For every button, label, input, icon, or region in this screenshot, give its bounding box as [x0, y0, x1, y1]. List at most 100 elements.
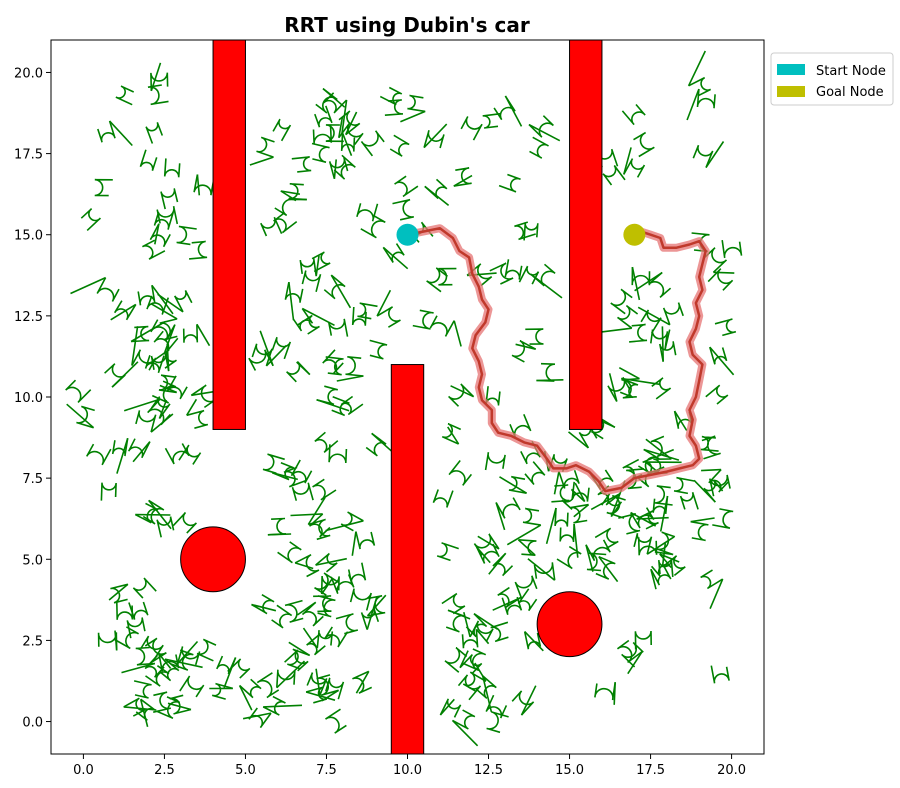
tree-edge-315	[469, 620, 494, 642]
tree-branch-459	[650, 569, 657, 590]
tree-edge-276	[514, 575, 538, 600]
tree-branch-378	[573, 523, 579, 558]
tree-edge-454	[606, 494, 626, 519]
tree-edge-277	[436, 542, 459, 562]
tree-branch-75	[116, 437, 129, 474]
tree-edge-273	[461, 648, 487, 672]
tree-branch-116	[330, 274, 352, 309]
tree-edge-289	[495, 497, 521, 519]
tree-edge-211	[355, 531, 376, 550]
tree-edge-18	[189, 240, 208, 260]
tree-edge-224	[316, 630, 334, 649]
tree-edge-113	[338, 122, 364, 145]
tree-edge-39	[150, 72, 169, 91]
tree-edge-209	[349, 588, 372, 611]
y-tick-label-5: 12.5	[14, 310, 43, 325]
tree-edge-413	[640, 309, 662, 334]
tree-edge-235	[251, 594, 275, 615]
tree-edge-305	[492, 552, 514, 577]
tree-edge-278	[497, 586, 522, 609]
tree-branch-342	[598, 556, 619, 583]
tree-edge-365	[650, 435, 675, 458]
tree-branch-200	[315, 557, 347, 566]
tree-edge-143	[498, 173, 521, 193]
tree-edge-411	[623, 158, 646, 178]
tree-edge-286	[524, 461, 546, 486]
tree-edge-111	[292, 308, 314, 332]
tree-branch-48	[131, 326, 139, 366]
tree-edge-123	[325, 124, 344, 143]
y-tick-label-1: 2.5	[22, 634, 43, 649]
tree-edge-398	[673, 476, 695, 495]
tree-edge-66	[173, 290, 193, 313]
tree-edge-201	[308, 513, 331, 538]
tree-edge-203	[314, 572, 340, 596]
tree-branch-9	[196, 323, 211, 347]
tree-edge-467	[159, 658, 180, 682]
tree-edge-337	[476, 543, 500, 564]
tree-branch-251	[238, 685, 253, 711]
tree-branch-225	[302, 627, 318, 649]
tree-branch-310	[439, 698, 455, 716]
tree-branch-316	[463, 612, 471, 638]
tree-edge-175	[518, 265, 540, 285]
tree-branch-461	[627, 651, 643, 675]
tree-edge-187	[340, 511, 364, 532]
tree-edge-163	[357, 302, 378, 320]
tree-edge-64	[176, 225, 197, 246]
tree-edge-120	[327, 318, 349, 337]
tree-edge-86	[360, 130, 385, 157]
tree-edge-464	[662, 302, 684, 326]
tree-branch-198	[272, 472, 299, 481]
tree-branch-80	[336, 375, 364, 382]
tree-edge-374	[551, 484, 570, 503]
tree-edge-388	[630, 507, 655, 529]
tree-edge-43	[142, 239, 166, 260]
tree-edge-423	[679, 492, 699, 510]
tree-edge-214	[367, 595, 386, 617]
tree-edge-293	[473, 533, 500, 556]
tree-branch-473	[108, 583, 129, 601]
tree-branch-188	[325, 520, 364, 532]
tree-edge-119	[271, 336, 292, 360]
tree-edge-399	[651, 377, 672, 400]
x-tick-label-5: 12.5	[474, 763, 503, 778]
tree-edge-435	[631, 267, 651, 286]
tree-branch-104	[296, 361, 311, 376]
legend-swatch-start	[777, 64, 805, 75]
tree-edge-330	[459, 654, 483, 675]
start-node	[396, 223, 419, 246]
tree-edge-356	[712, 508, 734, 529]
tree-edge-368	[701, 435, 721, 460]
obstacle-rectangle-1	[390, 364, 425, 754]
tree-branch-294	[477, 535, 500, 550]
x-tick-label-0: 0.0	[73, 763, 94, 778]
solution-path-line	[406, 226, 707, 493]
tree-edge-53	[147, 84, 169, 106]
tree-edge-314	[517, 588, 538, 612]
tree-branch-292	[520, 685, 537, 716]
tree-branch-325	[481, 675, 493, 713]
tree-edge-220	[313, 595, 332, 613]
tree-branch-169	[400, 110, 426, 123]
tree-branch-174	[423, 123, 448, 149]
tree-edge-379	[708, 469, 729, 493]
tree-branch-415	[713, 271, 735, 274]
tree-branch-306	[488, 552, 507, 575]
tree-branch-186	[294, 562, 314, 570]
tree-edge-164	[376, 306, 401, 328]
obstacle-circle-1	[536, 591, 603, 658]
tree-edge-287	[523, 631, 542, 650]
tree-branch-327	[475, 628, 490, 645]
tree-edge-359	[690, 520, 709, 542]
tree-edge-328	[490, 621, 509, 643]
tree-edge-124	[315, 87, 338, 114]
tree-branch-4	[150, 413, 174, 433]
tree-edge-402	[661, 555, 686, 577]
tree-edge-353	[601, 493, 623, 518]
tree-edge-102	[331, 396, 350, 417]
tree-edge-142	[504, 259, 523, 280]
tree-edge-99	[351, 306, 367, 326]
tree-edge-70	[166, 375, 188, 400]
tree-edge-455	[621, 103, 646, 126]
